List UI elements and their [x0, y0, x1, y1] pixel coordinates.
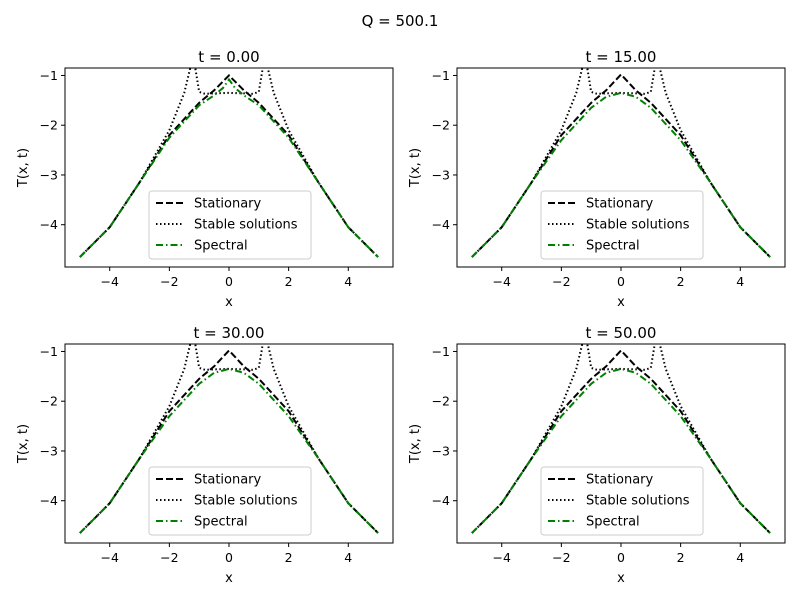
subplot-grid: −4 −2 0 2 4 −4 −3 −2 −1 t = 0.00 x T(x, t) Stationar… — [16, 48, 786, 586]
legend-box — [540, 466, 704, 536]
x-axis-label: x — [617, 571, 625, 586]
x-tick-label: −2 — [552, 550, 570, 565]
legend-entry-label: Spectral — [194, 515, 248, 530]
legend-entry-label: Stationary — [586, 197, 654, 212]
y-tick-label: −3 — [432, 443, 450, 458]
x-axis-label: x — [225, 295, 233, 310]
x-tick-label: −4 — [101, 550, 119, 565]
x-tick-label: 0 — [225, 274, 233, 289]
y-axis-label: T(x, t) — [408, 424, 423, 464]
y-axis-label: T(x, t) — [408, 148, 423, 188]
plot-area — [471, 68, 771, 258]
x-axis-label: x — [225, 571, 233, 586]
x-tick-label: 2 — [285, 550, 293, 565]
y-tick-label: −3 — [40, 167, 58, 182]
y-tick-label: −1 — [40, 68, 58, 83]
series-line-stable-solutions — [471, 68, 771, 258]
y-tick-label: −4 — [40, 217, 58, 232]
plot-area — [471, 344, 771, 534]
plot-area — [79, 344, 379, 534]
series-line-stationary — [471, 349, 771, 534]
subplot-1: −4 −2 0 2 4 −4 −3 −2 −1 t = 0.00 x T(x, t) Stationar… — [16, 48, 394, 310]
x-tick-label: 4 — [344, 274, 352, 289]
x-tick-label: 2 — [677, 550, 685, 565]
y-tick-label: −2 — [40, 118, 58, 133]
legend-entry-label: Stable solutions — [586, 494, 690, 509]
subplot-4: −4 −2 0 2 4 −4 −3 −2 −1 t = 50.00 x T(x, t) Stationa… — [408, 324, 786, 586]
x-tick-label: −2 — [160, 274, 178, 289]
legend-box — [148, 466, 312, 536]
legend: Stationary Stable solutions Spectral — [540, 190, 704, 260]
legend: Stationary Stable solutions Spectral — [148, 466, 312, 536]
series-line-stable-solutions — [471, 344, 771, 534]
legend-box — [148, 190, 312, 260]
y-axis-label: T(x, t) — [16, 424, 31, 464]
y-tick-label: −2 — [432, 118, 450, 133]
subplot-title: t = 30.00 — [194, 324, 265, 342]
y-tick-label: −2 — [432, 394, 450, 409]
series-line-stationary — [471, 73, 771, 258]
y-tick-label: −1 — [432, 68, 450, 83]
legend: Stationary Stable solutions Spectral — [148, 190, 312, 260]
legend-entry-label: Stable solutions — [194, 218, 298, 233]
legend-entry-label: Stationary — [194, 473, 262, 488]
legend-entry-label: Stationary — [586, 473, 654, 488]
x-axis-label: x — [617, 295, 625, 310]
legend-entry-label: Stationary — [194, 197, 262, 212]
y-tick-label: −4 — [432, 217, 450, 232]
plot-area — [79, 68, 379, 258]
legend-box — [540, 190, 704, 260]
series-line-spectral — [79, 77, 379, 258]
subplot-2: −4 −2 0 2 4 −4 −3 −2 −1 t = 15.00 x T(x, t) Stationa… — [408, 48, 786, 310]
x-tick-label: −4 — [493, 274, 511, 289]
y-tick-label: −4 — [432, 493, 450, 508]
y-tick-label: −1 — [40, 344, 58, 359]
series-line-stationary — [79, 74, 379, 258]
x-tick-label: 4 — [344, 550, 352, 565]
legend-entry-label: Spectral — [194, 239, 248, 254]
subplot-3: −4 −2 0 2 4 −4 −3 −2 −1 t = 30.00 x T(x, t) Stationa… — [16, 324, 394, 586]
x-tick-label: −2 — [552, 274, 570, 289]
y-axis-label: T(x, t) — [16, 148, 31, 188]
figure-suptitle: Q = 500.1 — [362, 12, 439, 30]
y-tick-label: −3 — [432, 167, 450, 182]
x-tick-label: 0 — [617, 274, 625, 289]
legend-entry-label: Spectral — [586, 239, 640, 254]
x-tick-label: 0 — [617, 550, 625, 565]
subplot-title: t = 50.00 — [586, 324, 657, 342]
x-tick-label: −4 — [101, 274, 119, 289]
series-line-stable-solutions — [79, 344, 379, 534]
legend-entry-label: Stable solutions — [194, 494, 298, 509]
x-tick-label: −2 — [160, 550, 178, 565]
legend-entry-label: Stable solutions — [586, 218, 690, 233]
series-line-stationary — [79, 349, 379, 534]
x-tick-label: 0 — [225, 550, 233, 565]
legend: Stationary Stable solutions Spectral — [540, 466, 704, 536]
y-tick-label: −2 — [40, 394, 58, 409]
subplot-title: t = 0.00 — [198, 48, 259, 66]
x-tick-label: 4 — [736, 550, 744, 565]
y-tick-label: −1 — [432, 344, 450, 359]
x-tick-label: 4 — [736, 274, 744, 289]
y-tick-label: −3 — [40, 443, 58, 458]
y-tick-label: −4 — [40, 493, 58, 508]
x-tick-label: 2 — [677, 274, 685, 289]
subplot-title: t = 15.00 — [586, 48, 657, 66]
x-tick-label: −4 — [493, 550, 511, 565]
series-line-stable-solutions — [79, 68, 379, 258]
x-tick-label: 2 — [285, 274, 293, 289]
legend-entry-label: Spectral — [586, 515, 640, 530]
